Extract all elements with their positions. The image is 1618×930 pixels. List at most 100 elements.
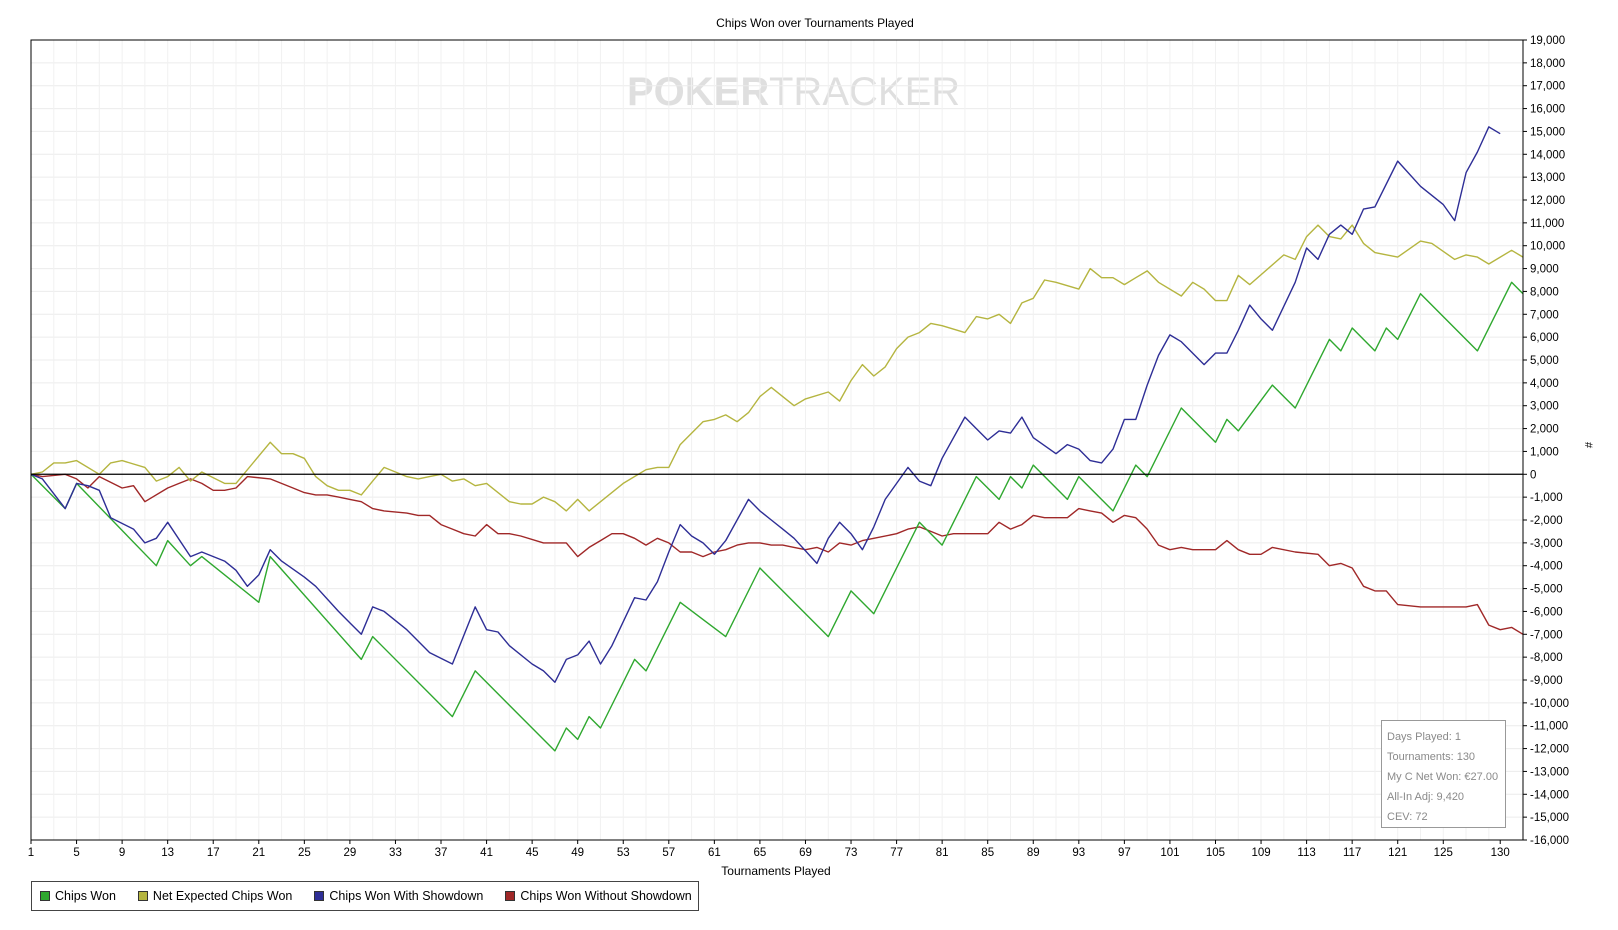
y-tick-label: 5,000 xyxy=(1530,355,1559,367)
x-tick-label: 17 xyxy=(207,847,220,859)
x-tick-label: 41 xyxy=(480,847,493,859)
axes: 19,00018,00017,00016,00015,00014,00013,0… xyxy=(28,35,1569,859)
y-tick-label: -8,000 xyxy=(1530,652,1563,664)
x-tick-label: 117 xyxy=(1343,847,1361,859)
plot-frame xyxy=(30,39,1524,841)
x-tick-label: 85 xyxy=(981,847,994,859)
x-tick-label: 33 xyxy=(389,847,402,859)
y-tick-label: -4,000 xyxy=(1530,561,1563,573)
chart-title: Chips Won over Tournaments Played xyxy=(716,16,914,30)
y-tick-label: -16,000 xyxy=(1530,835,1569,847)
grid xyxy=(30,39,1523,841)
y-tick-label: -10,000 xyxy=(1530,698,1569,710)
legend-swatch xyxy=(314,891,325,901)
y-tick-label: -2,000 xyxy=(1530,515,1563,527)
legend-swatch xyxy=(505,891,516,901)
x-tick-label: 21 xyxy=(252,847,265,859)
x-tick-label: 130 xyxy=(1491,847,1510,859)
stat-tournaments: Tournaments: 130 xyxy=(1387,751,1476,763)
x-tick-label: 101 xyxy=(1160,847,1179,859)
series-line-chips-won-with-showdown xyxy=(30,126,1501,683)
x-tick-label: 9 xyxy=(119,847,125,859)
x-tick-label: 73 xyxy=(845,847,858,859)
y-tick-label: 18,000 xyxy=(1530,58,1565,70)
x-tick-label: 105 xyxy=(1206,847,1225,859)
legend-item: Chips Won xyxy=(40,889,116,903)
y-tick-label: 2,000 xyxy=(1530,424,1559,436)
y-tick-label: 13,000 xyxy=(1530,172,1565,184)
legend-item: Chips Won With Showdown xyxy=(314,889,483,903)
y-tick-label: -5,000 xyxy=(1530,584,1563,596)
x-tick-label: 69 xyxy=(799,847,812,859)
series-line-net-expected-chips-won xyxy=(30,224,1524,512)
y-tick-label: -13,000 xyxy=(1530,766,1569,778)
y-tick-label: 14,000 xyxy=(1530,149,1565,161)
legend-item: Net Expected Chips Won xyxy=(137,889,293,903)
y-tick-label: 19,000 xyxy=(1530,35,1565,47)
y-tick-label: -1,000 xyxy=(1530,492,1563,504)
y-tick-label: 16,000 xyxy=(1530,104,1565,116)
x-tick-label: 61 xyxy=(708,847,721,859)
x-tick-label: 37 xyxy=(435,847,448,859)
y-tick-label: -12,000 xyxy=(1530,744,1569,756)
y-tick-label: 7,000 xyxy=(1530,309,1559,321)
y-tick-label: -9,000 xyxy=(1530,675,1563,687)
x-tick-label: 81 xyxy=(936,847,949,859)
x-tick-label: 125 xyxy=(1434,847,1453,859)
y-tick-label: -3,000 xyxy=(1530,538,1563,550)
y-tick-label: 4,000 xyxy=(1530,378,1559,390)
y-tick-label: 11,000 xyxy=(1530,218,1564,230)
x-tick-label: 57 xyxy=(662,847,675,859)
y-tick-label: 6,000 xyxy=(1530,332,1559,344)
x-tick-label: 97 xyxy=(1118,847,1131,859)
x-tick-label: 89 xyxy=(1027,847,1040,859)
x-tick-label: 45 xyxy=(526,847,539,859)
x-tick-label: 13 xyxy=(161,847,174,859)
y-tick-label: 15,000 xyxy=(1530,126,1565,138)
stat-cev: CEV: 72 xyxy=(1387,811,1428,823)
x-tick-label: 5 xyxy=(73,847,79,859)
legend-label: Net Expected Chips Won xyxy=(152,889,293,903)
series-line-chips-won-without-showdown xyxy=(30,473,1524,635)
stats-box: Days Played: 1 Tournaments: 130 My C Net… xyxy=(1381,720,1506,828)
y-tick-label: -15,000 xyxy=(1530,812,1569,824)
stat-allin-adj: All-In Adj: 9,420 xyxy=(1387,791,1465,803)
pokertracker-watermark: POKER TRACKER xyxy=(627,70,960,114)
y-tick-label: 10,000 xyxy=(1530,241,1565,253)
x-tick-label: 65 xyxy=(754,847,767,859)
x-tick-label: 93 xyxy=(1072,847,1085,859)
stat-net-won: My C Net Won: €27.00 xyxy=(1387,771,1499,783)
x-tick-label: 53 xyxy=(617,847,630,859)
watermark-right: TRACKER xyxy=(769,70,960,114)
y-tick-label: 8,000 xyxy=(1530,286,1559,298)
y-tick-label: 17,000 xyxy=(1530,81,1565,93)
x-tick-label: 77 xyxy=(890,847,903,859)
y-tick-label: -14,000 xyxy=(1530,789,1569,801)
legend-swatch xyxy=(137,891,148,901)
x-tick-label: 49 xyxy=(571,847,584,859)
watermark-left: POKER xyxy=(627,70,769,114)
y-tick-label: 12,000 xyxy=(1530,195,1565,207)
y-tick-label: 3,000 xyxy=(1530,401,1559,413)
legend: Chips Won Net Expected Chips Won Chips Won… xyxy=(31,881,699,911)
legend-label: Chips Won Without Showdown xyxy=(520,889,692,903)
x-tick-label: 29 xyxy=(344,847,357,859)
x-axis-label: Tournaments Played xyxy=(721,864,830,878)
y-tick-label: -7,000 xyxy=(1530,629,1563,641)
x-tick-label: 1 xyxy=(28,847,34,859)
x-tick-label: 109 xyxy=(1251,847,1270,859)
y-tick-label: 1,000 xyxy=(1530,446,1559,458)
y-tick-label: -11,000 xyxy=(1530,721,1568,733)
legend-label: Chips Won With Showdown xyxy=(329,889,484,903)
x-tick-label: 25 xyxy=(298,847,311,859)
y-tick-label: -6,000 xyxy=(1530,606,1563,618)
series-layer xyxy=(30,126,1524,752)
x-tick-label: 113 xyxy=(1297,847,1315,859)
legend-swatch xyxy=(40,891,50,901)
legend-label: Chips Won xyxy=(55,889,116,903)
series-line-chips-won xyxy=(30,281,1524,752)
legend-item: Chips Won Without Showdown xyxy=(505,889,692,903)
y-tick-label: 9,000 xyxy=(1530,264,1559,276)
y-tick-label: 0 xyxy=(1530,469,1536,481)
